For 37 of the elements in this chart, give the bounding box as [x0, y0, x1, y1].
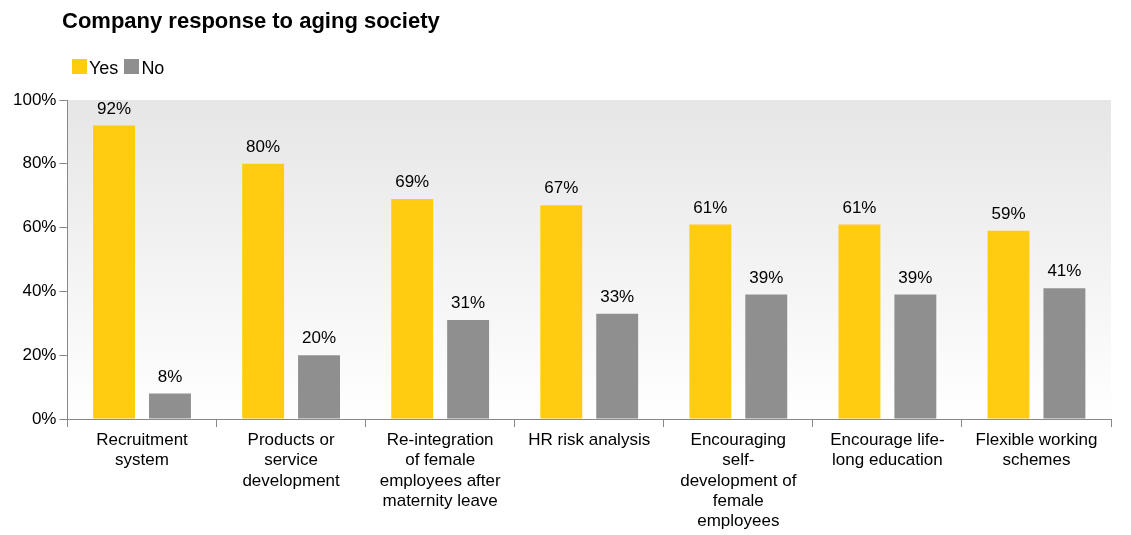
data-label: 39% — [749, 267, 784, 287]
x-tick-label: HR risk analysis — [528, 429, 651, 449]
data-label: 31% — [451, 293, 486, 313]
data-label: 20% — [302, 328, 337, 348]
bar — [838, 224, 881, 419]
y-tick-label: 20% — [22, 344, 57, 364]
y-tick-label: 80% — [22, 153, 57, 173]
data-label: 39% — [898, 267, 933, 287]
data-label: 69% — [395, 172, 430, 192]
data-label: 41% — [1047, 261, 1082, 281]
data-label: 92% — [97, 98, 132, 118]
data-label: 80% — [246, 136, 281, 156]
x-tick-label: Encouraging self-development of female employees — [680, 429, 797, 531]
data-label: 61% — [693, 197, 728, 217]
data-label: 8% — [157, 366, 183, 386]
bar — [987, 230, 1030, 419]
x-tick-label: Flexible working schemes — [975, 429, 1098, 470]
chart-title: Company response to aging society — [62, 8, 440, 34]
y-tick-label: 100% — [13, 89, 57, 109]
data-label: 67% — [544, 178, 579, 198]
y-tick-label: 40% — [22, 281, 57, 301]
x-tick-label: Products or service development — [242, 429, 341, 490]
x-tick-label: Re-integration of female employees after maternity leave — [379, 429, 501, 511]
legend-label: No — [140, 58, 165, 79]
bar — [93, 125, 136, 419]
data-label: 33% — [600, 286, 635, 306]
data-label: 59% — [991, 203, 1026, 223]
y-tick-label: 0% — [31, 408, 57, 428]
legend-label: Yes — [88, 58, 119, 79]
x-tick-label: Recruitment system — [96, 429, 189, 470]
x-tick-label: Encourage life-long education — [830, 429, 945, 470]
bar — [540, 205, 583, 419]
data-label: 61% — [842, 197, 877, 217]
bar — [689, 224, 732, 419]
y-tick-label: 60% — [22, 217, 57, 237]
bar — [242, 163, 285, 419]
bar — [391, 198, 434, 419]
